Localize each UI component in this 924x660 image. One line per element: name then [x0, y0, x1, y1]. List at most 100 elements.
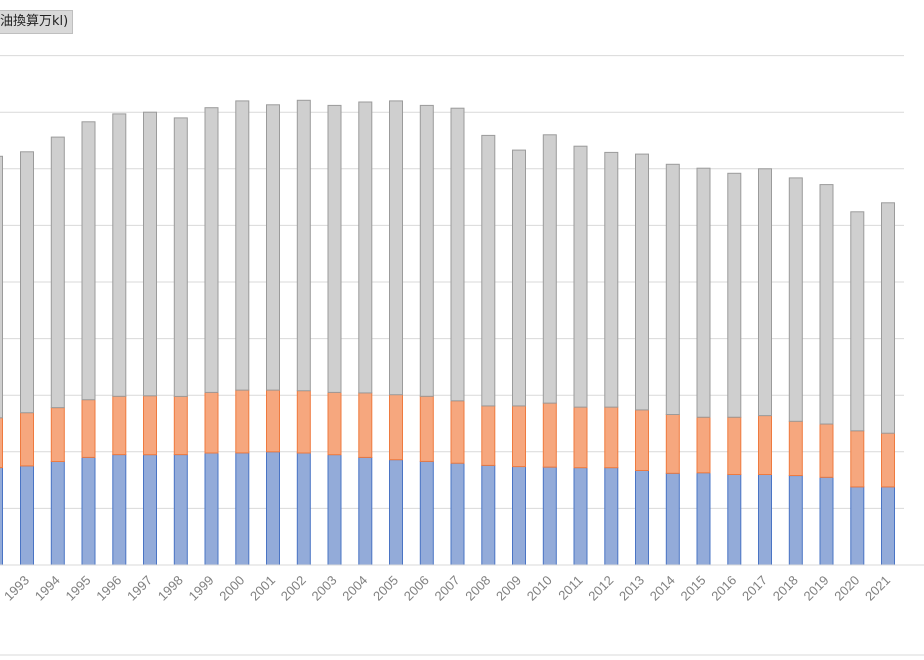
bar-segment-orange-partial — [0, 417, 3, 469]
x-tick-label: 2001 — [247, 573, 278, 604]
bar-segment-gray-2002 — [296, 99, 311, 392]
bar-segment-blue-1998 — [173, 454, 188, 566]
x-tick-label: 2004 — [339, 573, 370, 604]
bar-segment-orange-2001 — [266, 389, 280, 453]
bar-segment-orange-2005 — [389, 394, 403, 461]
bar-segment-blue-2018 — [788, 475, 803, 566]
bar-segment-blue-2013 — [635, 470, 649, 566]
bar-segment-orange-1993 — [20, 412, 34, 467]
bar-segment-blue-2002 — [296, 452, 311, 566]
bar-segment-orange-2008 — [481, 405, 496, 466]
bar-segment-orange-1996 — [112, 395, 127, 456]
x-tick-label: 2005 — [370, 573, 401, 604]
bar-segment-gray-2013 — [635, 153, 649, 411]
bar-segment-orange-2021 — [881, 432, 895, 488]
bar-segment-gray-1993 — [20, 151, 34, 414]
x-tick-label: 2019 — [801, 573, 832, 604]
x-tick-label: 2016 — [708, 573, 739, 604]
bar-segment-orange-1997 — [143, 395, 157, 456]
x-tick-label: 1995 — [63, 573, 94, 604]
bar-segment-orange-1998 — [173, 395, 188, 456]
bar-segment-orange-2019 — [819, 423, 834, 478]
bar-segment-gray-2005 — [389, 100, 403, 396]
x-tick-label: 2018 — [770, 573, 801, 604]
bar-segment-gray-1999 — [204, 107, 219, 393]
bar-segment-blue-2000 — [235, 452, 250, 566]
bar-segment-blue-2015 — [696, 472, 711, 566]
bar-segment-orange-2012 — [604, 406, 619, 469]
bar-segment-blue-2008 — [481, 464, 496, 566]
bar-segment-gray-1998 — [173, 117, 188, 397]
bar-segment-orange-2007 — [450, 400, 465, 464]
bar-segment-gray-2010 — [542, 134, 557, 404]
bar-segment-gray-2000 — [235, 100, 250, 391]
x-tick-label: 2010 — [524, 573, 555, 604]
x-tick-label: 2009 — [493, 573, 524, 604]
bar-segment-orange-2006 — [419, 395, 434, 462]
bar-segment-blue-partial — [0, 467, 3, 566]
x-tick-label: 2008 — [462, 573, 493, 604]
bar-segment-orange-2011 — [573, 406, 588, 469]
bar-segment-gray-2019 — [819, 184, 834, 425]
bar-segment-orange-2020 — [850, 430, 865, 488]
bar-segment-gray-2014 — [665, 163, 680, 415]
bar-segment-gray-2015 — [696, 167, 711, 418]
bar-segment-gray-2001 — [266, 104, 280, 391]
bar-segment-blue-2007 — [450, 462, 465, 566]
x-tick-label: 1999 — [186, 573, 217, 604]
bar-segment-blue-1999 — [204, 452, 219, 566]
unit-label: 油換算万kl) — [0, 10, 74, 34]
bar-segment-blue-2016 — [727, 473, 742, 566]
bar-segment-orange-2015 — [696, 416, 711, 474]
bar-segment-orange-1999 — [204, 391, 219, 454]
x-tick-label: 2007 — [432, 573, 463, 604]
x-tick-label: 2003 — [309, 573, 340, 604]
bar-segment-blue-2012 — [604, 467, 619, 566]
x-tick-label: 2017 — [739, 573, 770, 604]
x-tick-label: 1993 — [1, 573, 32, 604]
bar-segment-blue-2006 — [419, 460, 434, 566]
bar-segment-orange-2013 — [635, 409, 649, 471]
bar-segment-gray-1997 — [143, 111, 157, 397]
bar-segment-orange-2017 — [758, 415, 772, 476]
bar-segment-blue-2010 — [542, 466, 557, 566]
bar-segment-blue-2009 — [512, 466, 526, 566]
bar-segment-gray-2004 — [358, 101, 373, 394]
bar-segment-orange-2016 — [727, 416, 742, 475]
x-tick-label: 2006 — [401, 573, 432, 604]
x-tick-label: 2011 — [555, 573, 585, 603]
bar-segment-blue-2021 — [881, 486, 895, 566]
bar-segment-blue-1996 — [112, 454, 127, 566]
bar-segment-gray-2017 — [758, 168, 772, 417]
bar-segment-blue-2003 — [327, 454, 342, 566]
bar-segment-orange-2000 — [235, 389, 250, 454]
bar-segment-orange-1994 — [50, 407, 65, 463]
bar-segment-gray-2018 — [788, 177, 803, 422]
bar-segment-blue-2019 — [819, 476, 834, 566]
bar-layer — [0, 99, 895, 566]
x-tick-label: 1996 — [93, 573, 124, 604]
bar-segment-blue-1994 — [50, 460, 65, 566]
bar-segment-orange-2002 — [296, 390, 311, 454]
bar-segment-blue-2011 — [573, 467, 588, 566]
bar-segment-blue-2017 — [758, 473, 772, 566]
bar-segment-gray-partial — [0, 155, 3, 419]
bar-segment-blue-1993 — [20, 465, 34, 566]
x-tick-label: 2012 — [585, 573, 616, 604]
bar-segment-gray-2016 — [727, 172, 742, 418]
x-tick-label: 2015 — [678, 573, 709, 604]
bar-segment-gray-2008 — [481, 134, 496, 407]
x-tick-label: 2000 — [216, 573, 247, 604]
bar-segment-gray-2007 — [450, 107, 465, 402]
bar-segment-gray-2006 — [419, 104, 434, 397]
bar-segment-gray-2011 — [573, 145, 588, 408]
bar-segment-gray-1994 — [50, 136, 65, 409]
bar-segment-blue-2005 — [389, 459, 403, 566]
bar-segment-orange-2014 — [665, 413, 680, 474]
bar-segment-gray-2021 — [881, 202, 895, 434]
bar-segment-gray-2003 — [327, 104, 342, 393]
bar-segment-gray-1996 — [112, 113, 127, 397]
bar-segment-gray-2020 — [850, 211, 865, 432]
